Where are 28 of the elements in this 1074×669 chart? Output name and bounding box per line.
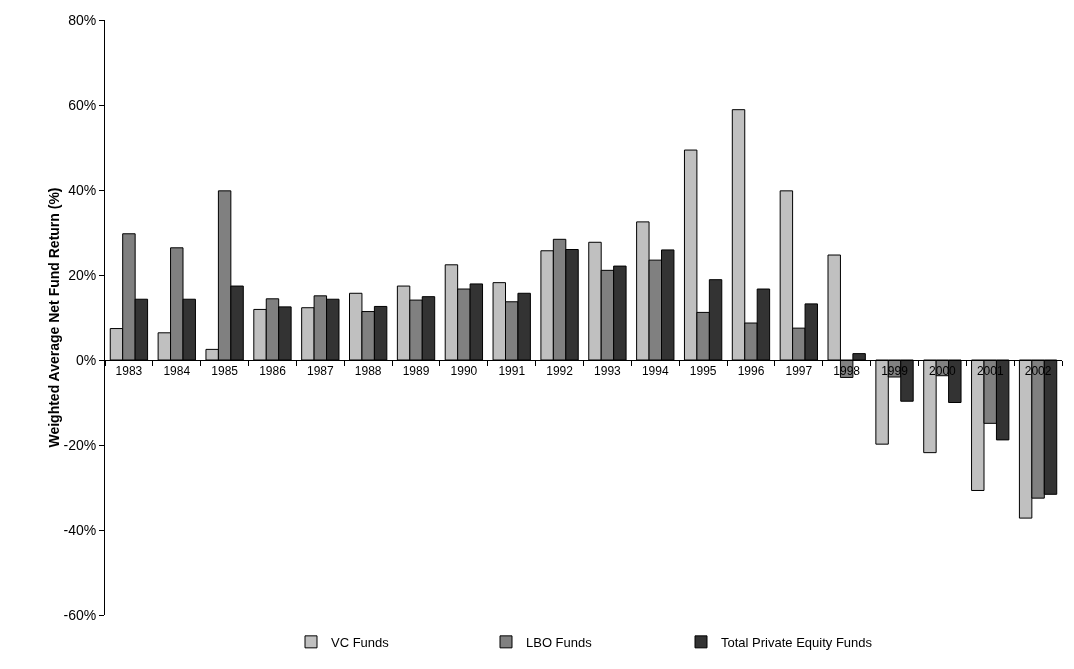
y-axis-title: Weighted Average Net Fund Return (%) [45,187,62,448]
x-tick-label: 1997 [785,364,813,379]
legend-label: Total Private Equity Funds [721,634,873,650]
y-tick-label: 60% [68,96,97,113]
x-tick-label: 1983 [115,364,143,379]
x-tick-label: 1995 [689,364,717,379]
x-tick-label: 1998 [833,364,861,379]
x-tick-label: 1989 [402,364,430,379]
x-tick-label: 1992 [546,364,574,379]
y-tick-label: -40% [63,521,97,538]
x-tick-label: 1986 [259,364,287,379]
y-tick-label: 0% [75,351,97,368]
x-tick-label: 1985 [211,364,239,379]
x-tick-label: 1996 [737,364,765,379]
x-tick-label: 1988 [354,364,382,379]
y-tick-label: 80% [68,11,97,28]
y-tick-label: 40% [68,181,97,198]
x-tick-label: 1987 [306,364,334,379]
x-tick-label: 1994 [641,364,669,379]
x-tick-label: 1993 [594,364,622,379]
legend-label: LBO Funds [526,634,593,650]
y-tick-label: 20% [68,266,97,283]
legend-label: VC Funds [331,634,390,650]
y-tick-label: -60% [63,606,97,623]
y-tick-label: -20% [63,436,97,453]
x-tick-label: 1991 [498,364,526,379]
x-tick-label: 1984 [163,364,191,379]
x-tick-label: 1990 [450,364,478,379]
